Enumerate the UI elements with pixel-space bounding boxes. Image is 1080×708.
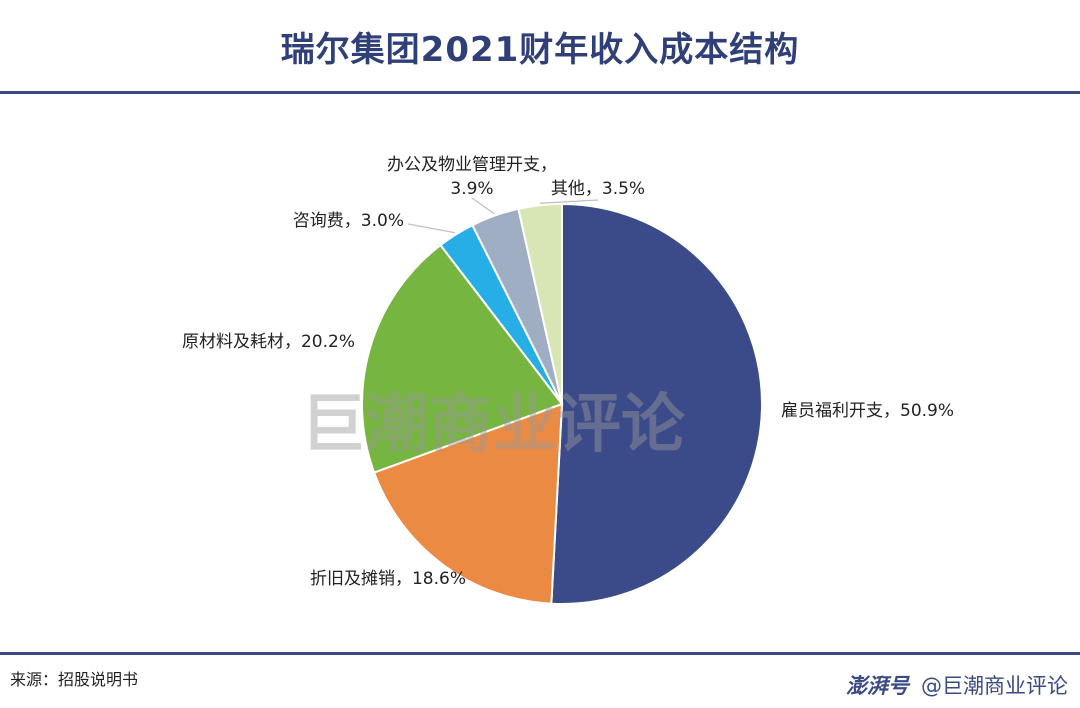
- slice-label-5: 其他，3.5%: [551, 179, 645, 199]
- leader-line-5: [539, 199, 599, 204]
- leader-line-4: [471, 197, 495, 215]
- pie-slice-5: [517, 202, 563, 405]
- chart-title: 瑞尔集团2021财年收入成本结构: [280, 29, 800, 70]
- source-note: 来源：招股说明书: [10, 670, 139, 689]
- pie-slice-2: [361, 243, 564, 474]
- bottom-divider: [0, 652, 1080, 655]
- slice-label-0: 雇员福利开支，50.9%: [781, 401, 954, 421]
- slice-label-2: 原材料及耗材，20.2%: [182, 332, 355, 352]
- top-divider: [0, 91, 1080, 94]
- pie-slice-0: [550, 202, 764, 605]
- pie-chart: 巨潮商业评论 雇员福利开支，50.9% 折旧及摊销，18.6% 原材料及耗材，20.…: [182, 155, 954, 605]
- platform-logo: 澎湃号: [846, 674, 909, 698]
- slice-label-3: 咨询费，3.0%: [293, 211, 404, 231]
- credit: 澎湃号 @巨潮商业评论: [846, 670, 1068, 700]
- pie-slice-1: [372, 402, 564, 605]
- account-name: @巨潮商业评论: [921, 674, 1068, 698]
- leader-line-3: [407, 223, 456, 234]
- slice-label-1: 折旧及摊销，18.6%: [310, 569, 466, 589]
- watermark: 巨潮商业评论: [301, 388, 686, 462]
- slice-label-4: 办公及物业管理开支， 3.9%: [387, 155, 557, 199]
